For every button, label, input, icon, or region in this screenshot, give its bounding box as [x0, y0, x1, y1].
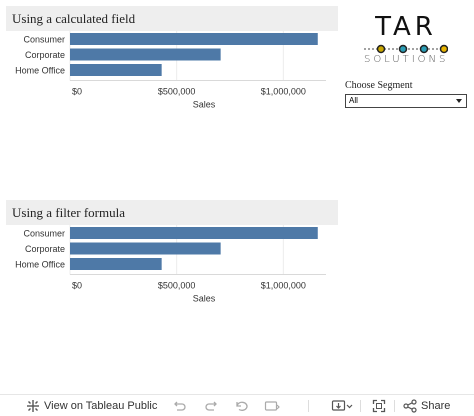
chart-svg-filter-formula: Consumer Corporate Home Office $0 $500,000 $1… [15, 225, 326, 304]
x-tick-label: $500,000 [158, 281, 196, 291]
toolbar-divider [360, 400, 361, 412]
view-on-tableau-public-link[interactable]: View on Tableau Public [26, 395, 157, 416]
revert-icon [236, 401, 248, 411]
view-on-tableau-public-label: View on Tableau Public [44, 400, 158, 412]
fullscreen-icon [372, 399, 386, 413]
tableau-toolbar: View on Tableau Public [0, 394, 474, 416]
segment-filter: Choose Segment All [345, 80, 467, 108]
bar [70, 227, 318, 239]
share-icon [403, 399, 417, 413]
x-axis-title: Sales [193, 294, 216, 304]
redo-button[interactable] [204, 395, 218, 416]
bar [70, 258, 162, 270]
x-tick-label: $500,000 [158, 87, 196, 97]
category-label: Home Office [15, 66, 65, 76]
redo-icon [205, 401, 217, 411]
segment-dropdown[interactable]: All [345, 94, 467, 108]
download-button[interactable] [331, 395, 353, 416]
category-label: Consumer [23, 35, 65, 45]
logo-subtitle: SOLUTIONS [364, 54, 449, 65]
bar-chart-filter-formula[interactable]: Consumer Corporate Home Office $0 $500,000 $1… [0, 225, 340, 310]
category-label: Home Office [15, 260, 65, 270]
x-tick-label: $1,000,000 [261, 281, 306, 291]
segment-filter-label: Choose Segment [345, 80, 413, 91]
chart-title-calculated-field: Using a calculated field [6, 6, 338, 31]
revert-button[interactable] [235, 395, 249, 416]
chart-title-filter-formula: Using a filter formula [6, 200, 338, 225]
pause-icon [264, 401, 280, 411]
undo-button[interactable] [173, 395, 187, 416]
pause-updates-button[interactable] [264, 395, 280, 416]
category-label: Corporate [25, 244, 65, 254]
tableau-icon [27, 400, 39, 412]
share-button[interactable]: Share [403, 395, 450, 416]
bar [70, 33, 318, 45]
bar [70, 242, 221, 255]
logo-title: TAR [375, 12, 437, 42]
x-axis-title: Sales [193, 100, 216, 110]
download-icon [331, 400, 353, 411]
toolbar-divider [394, 400, 395, 412]
x-tick-label: $0 [72, 281, 82, 291]
logo-dots-graphic [364, 44, 448, 54]
undo-icon [174, 401, 186, 411]
chart-svg-calculated-field: Consumer Corporate Home Office $0 $500,000 $1… [15, 31, 326, 110]
bar-chart-calculated-field[interactable]: Consumer Corporate Home Office $0 $500,000 $1… [0, 31, 340, 116]
bar [70, 48, 221, 61]
segment-dropdown-value: All [349, 96, 358, 105]
bar [70, 64, 162, 76]
chevron-down-icon [456, 99, 462, 103]
tar-solutions-logo: TAR SOLUTIONS [364, 12, 448, 70]
category-label: Corporate [25, 50, 65, 60]
x-tick-label: $1,000,000 [261, 87, 306, 97]
share-label: Share [421, 400, 451, 412]
fullscreen-button[interactable] [372, 395, 386, 416]
toolbar-divider [308, 400, 309, 412]
category-label: Consumer [23, 229, 65, 239]
x-tick-label: $0 [72, 87, 82, 97]
